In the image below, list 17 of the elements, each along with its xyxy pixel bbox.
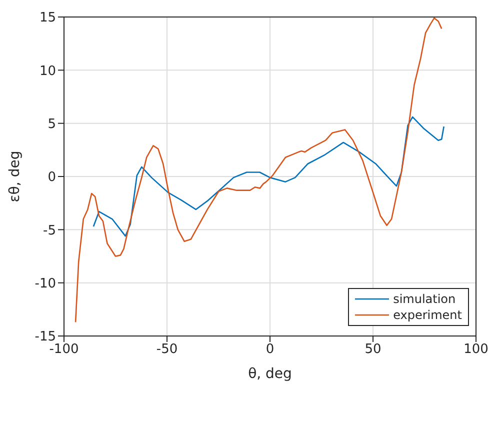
y-tick-label: 10 <box>39 64 56 79</box>
x-axis-title: θ, deg <box>248 366 292 382</box>
y-tick-label: -10 <box>34 276 56 292</box>
y-axis-title: εθ, deg <box>6 150 23 202</box>
y-tick-label: 5 <box>48 116 56 132</box>
y-tick-label: 0 <box>48 170 56 186</box>
x-tick-label: -100 <box>49 342 79 358</box>
y-tick-label: -15 <box>34 330 56 345</box>
x-tick-label: 100 <box>464 342 488 358</box>
y-tick-label: 15 <box>39 10 56 26</box>
legend-label: experiment <box>393 307 462 323</box>
x-tick-label: 50 <box>364 342 382 358</box>
x-tick-label: 0 <box>266 342 274 358</box>
legend-label: simulation <box>393 291 456 307</box>
line-series <box>92 116 445 237</box>
y-tick-label: -5 <box>43 223 56 238</box>
x-tick-label: -50 <box>156 342 178 358</box>
